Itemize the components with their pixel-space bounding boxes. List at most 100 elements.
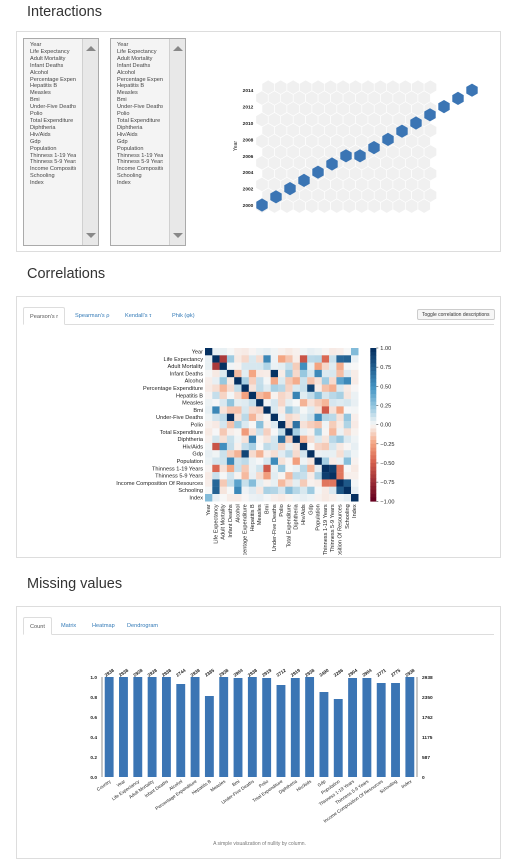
listbox-option[interactable]: Income Composition Of Resources <box>117 166 163 173</box>
listbox-option[interactable]: Hepatitis B <box>30 83 58 90</box>
listbox-option[interactable]: Year <box>117 42 129 48</box>
missing-values-title: Missing values <box>27 576 123 592</box>
listbox-option[interactable]: Gdp <box>117 138 128 145</box>
variable-listbox-y[interactable]: Year Life Expectancy Adult Mortality Infant… <box>110 38 186 246</box>
heatmap-cell <box>212 384 220 392</box>
toggle-correlation-descriptions-button[interactable]: Toggle correlation descriptions <box>417 309 495 320</box>
listbox-option[interactable]: Hepatitis B <box>117 83 145 90</box>
heatmap-cell <box>292 413 301 422</box>
listbox-option[interactable]: Measles <box>117 90 138 97</box>
listbox-option[interactable]: Year <box>30 42 42 48</box>
tab-spearman[interactable]: Spearman's ρ <box>75 313 110 319</box>
tab-phik[interactable]: Phik (φk) <box>172 313 195 319</box>
listbox-option[interactable]: Population <box>117 145 144 152</box>
listbox-option[interactable]: Hiv/Aids <box>30 131 51 138</box>
listbox-options[interactable]: Year Life Expectancy Adult Mortality Infant… <box>30 42 76 187</box>
listbox-option[interactable]: Bmi <box>117 97 127 104</box>
heatmap-cell <box>292 377 301 385</box>
listbox-option[interactable]: Life Expectancy <box>30 48 70 55</box>
x-tick-label: Bmi <box>231 779 240 788</box>
listbox-option[interactable]: Index <box>117 180 131 187</box>
scroll-down-icon[interactable] <box>173 233 183 238</box>
colorbar-segment <box>370 470 377 475</box>
heatmap-cell <box>241 464 249 473</box>
heatmap-cell <box>248 450 257 458</box>
bar <box>305 677 315 777</box>
listbox-option[interactable]: Alcohol <box>30 69 49 76</box>
scrollbar[interactable] <box>169 39 185 245</box>
listbox-option[interactable]: Life Expectancy <box>117 48 157 55</box>
tab-pearson[interactable]: Pearson's r <box>23 307 66 325</box>
listbox-option[interactable]: Alcohol <box>117 69 136 76</box>
listbox-option[interactable]: Index <box>30 180 44 187</box>
tab-heatmap[interactable]: Heatmap <box>92 623 115 629</box>
colorbar-tick-label: 0.25 <box>380 403 391 409</box>
listbox-option[interactable]: Schooling <box>30 173 55 180</box>
listbox-options[interactable]: Year Life Expectancy Adult Mortality Infant… <box>117 42 163 187</box>
heatmap-cell <box>314 435 322 444</box>
listbox-option[interactable]: Total Expenditure <box>117 117 161 124</box>
listbox-option[interactable]: Hiv/Aids <box>117 131 138 138</box>
listbox-option[interactable]: Thinness 1-19 Years <box>30 152 76 159</box>
scroll-up-icon[interactable] <box>173 46 183 51</box>
interactions-panel: Year Life Expectancy Adult Mortality Infant… <box>16 31 501 252</box>
heatmap-cell <box>270 355 279 363</box>
listbox-option[interactable]: Polio <box>30 111 43 118</box>
listbox-option[interactable]: Thinness 5-9 Years <box>117 159 163 166</box>
heatmap-cell <box>285 377 293 385</box>
listbox-option[interactable]: Adult Mortality <box>30 55 66 62</box>
listbox-option[interactable]: Infant Deaths <box>117 62 151 69</box>
y-tick-label: 1.0 <box>90 675 97 681</box>
listbox-option[interactable]: Income Composition Of Resources <box>30 166 76 173</box>
scroll-down-icon[interactable] <box>86 233 96 238</box>
listbox-option[interactable]: Polio <box>117 111 130 118</box>
scroll-up-icon[interactable] <box>86 46 96 51</box>
listbox-option[interactable]: Diphtheria <box>30 124 56 131</box>
tab-kendall[interactable]: Kendall's τ <box>125 313 152 319</box>
variable-listbox-x[interactable]: Year Life Expectancy Adult Mortality Infant… <box>23 38 99 246</box>
heatmap-cell <box>329 355 337 363</box>
listbox-option[interactable]: Percentage Expenditure <box>30 76 76 83</box>
heatmap-cell <box>336 413 344 422</box>
heatmap-cell <box>248 377 257 385</box>
heatmap-cell <box>329 399 337 407</box>
listbox-option[interactable]: Measles <box>30 90 51 97</box>
heatmap-cell <box>285 464 293 473</box>
listbox-option[interactable]: Total Expenditure <box>30 117 74 124</box>
heatmap-cell <box>336 472 344 480</box>
listbox-option[interactable]: Under-Five Deaths <box>117 104 163 111</box>
listbox-option[interactable]: Gdp <box>30 138 41 145</box>
heatmap-cell <box>307 421 315 429</box>
listbox-option[interactable]: Population <box>30 145 57 152</box>
y-tick-label: 2006 <box>243 154 254 160</box>
heatmap-cell <box>219 479 228 487</box>
listbox-option[interactable]: Percentage Expenditure <box>117 76 163 83</box>
heatmap-cell <box>212 479 220 487</box>
heatmap-cell <box>336 486 344 495</box>
heatmap-cell <box>278 435 286 444</box>
heatmap-cell <box>329 406 337 414</box>
interactions-title: Interactions <box>27 4 102 20</box>
tab-count[interactable]: Count <box>23 617 52 635</box>
heatmap-cell <box>263 391 271 400</box>
heatmap-cell <box>256 391 264 400</box>
listbox-option[interactable]: Thinness 1-19 Years <box>117 152 163 159</box>
heatmap-cell <box>241 406 249 414</box>
heatmap-cell <box>278 428 286 436</box>
listbox-option[interactable]: Under-Five Deaths <box>30 104 76 111</box>
hexbin-point <box>284 182 296 196</box>
heatmap-cell <box>314 457 322 465</box>
heatmap-cell <box>234 369 242 378</box>
listbox-option[interactable]: Adult Mortality <box>117 55 153 62</box>
listbox-option[interactable]: Bmi <box>30 97 40 104</box>
listbox-option[interactable]: Thinness 5-9 Years <box>30 159 76 166</box>
scrollbar[interactable] <box>82 39 98 245</box>
listbox-option[interactable]: Infant Deaths <box>30 62 64 69</box>
heatmap-cell <box>285 450 293 458</box>
listbox-option[interactable]: Diphtheria <box>117 124 143 131</box>
listbox-option[interactable]: Schooling <box>117 173 142 180</box>
x-tick-label: Country <box>96 778 113 792</box>
tab-matrix[interactable]: Matrix <box>61 623 77 629</box>
heatmap-cell <box>321 406 330 414</box>
tab-dendrogram[interactable]: Dendrogram <box>127 623 159 629</box>
